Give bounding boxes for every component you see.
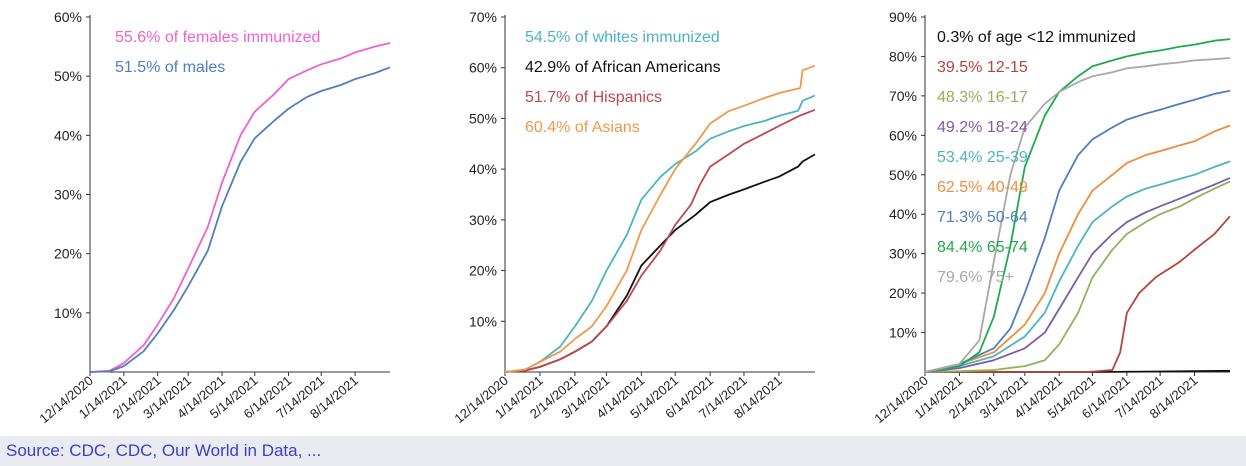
- series-line-2: [925, 215, 1231, 373]
- y-tick-label: 40%: [889, 206, 917, 222]
- annotation-label: 54.5% of whites immunized: [525, 29, 720, 46]
- annotation-label: 79.6% 75+: [937, 269, 1014, 286]
- annotation-label: 53.4% 25-39: [937, 149, 1028, 166]
- series-line-7: [924, 89, 1231, 373]
- y-tick-label: 60%: [889, 127, 917, 143]
- y-tick-label: 10%: [889, 325, 917, 341]
- annotation-label: 0.3% of age <12 immunized: [937, 29, 1136, 46]
- y-tick-label: 30%: [54, 187, 82, 203]
- series-line-1: [504, 94, 816, 373]
- y-tick-label: 20%: [54, 246, 82, 262]
- y-tick-label: 90%: [889, 9, 917, 25]
- y-tick-label: 30%: [889, 246, 917, 262]
- annotation-label: 71.3% 50-64: [937, 209, 1028, 226]
- chart-2: 10%20%30%40%50%60%70%12/14/20201/14/2021…: [451, 9, 816, 426]
- y-tick-label: 10%: [54, 305, 82, 321]
- y-tick-label: 40%: [469, 161, 497, 177]
- series-line-2: [504, 153, 816, 373]
- y-tick-label: 50%: [889, 167, 917, 183]
- chart-1: 10%20%30%40%50%60%12/14/20201/14/20212/1…: [36, 9, 391, 426]
- series-line-4: [504, 64, 816, 373]
- series-line-3: [504, 108, 816, 373]
- annotation-label: 51.5% of males: [115, 59, 225, 76]
- annotation-label: 42.9% of African Americans: [525, 59, 721, 76]
- source-footer: Source: CDC, CDC, Our World in Data, ...: [0, 436, 1246, 466]
- series-line-3: [924, 180, 1231, 373]
- annotation-label: 51.7% of Hispanics: [525, 89, 662, 106]
- y-tick-label: 70%: [889, 88, 917, 104]
- annotation-label: 62.5% 40-49: [937, 179, 1028, 196]
- annotation-label: 49.2% 18-24: [937, 119, 1028, 136]
- series-line-2: [89, 66, 391, 373]
- y-tick-label: 70%: [469, 9, 497, 25]
- y-tick-label: 20%: [889, 285, 917, 301]
- series-line-1: [89, 42, 391, 373]
- y-tick-label: 50%: [54, 68, 82, 84]
- y-tick-label: 80%: [889, 48, 917, 64]
- annotation-label: 48.3% 16-17: [937, 89, 1028, 106]
- y-tick-label: 30%: [469, 212, 497, 228]
- y-tick-label: 60%: [54, 9, 82, 25]
- annotation-label: 84.4% 65-74: [937, 239, 1028, 256]
- annotation-label: 55.6% of females immunized: [115, 29, 320, 46]
- y-tick-label: 20%: [469, 263, 497, 279]
- annotation-label: 39.5% 12-15: [937, 59, 1028, 76]
- series-line-4: [924, 177, 1231, 373]
- annotation-label: 60.4% of Asians: [525, 119, 640, 136]
- series-line-9: [924, 57, 1231, 373]
- chart-3: 10%20%30%40%50%60%70%80%90%12/14/20201/1…: [871, 9, 1231, 426]
- y-tick-label: 40%: [54, 127, 82, 143]
- y-tick-label: 60%: [469, 60, 497, 76]
- y-tick-label: 10%: [469, 313, 497, 329]
- series-line-8: [924, 38, 1231, 373]
- series-line-6: [924, 124, 1231, 373]
- series-line-5: [924, 160, 1231, 373]
- y-tick-label: 50%: [469, 110, 497, 126]
